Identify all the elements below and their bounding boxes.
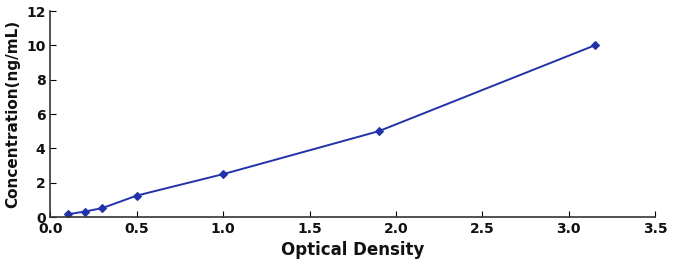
- Y-axis label: Concentration(ng/mL): Concentration(ng/mL): [5, 20, 21, 208]
- X-axis label: Optical Density: Optical Density: [281, 241, 425, 259]
